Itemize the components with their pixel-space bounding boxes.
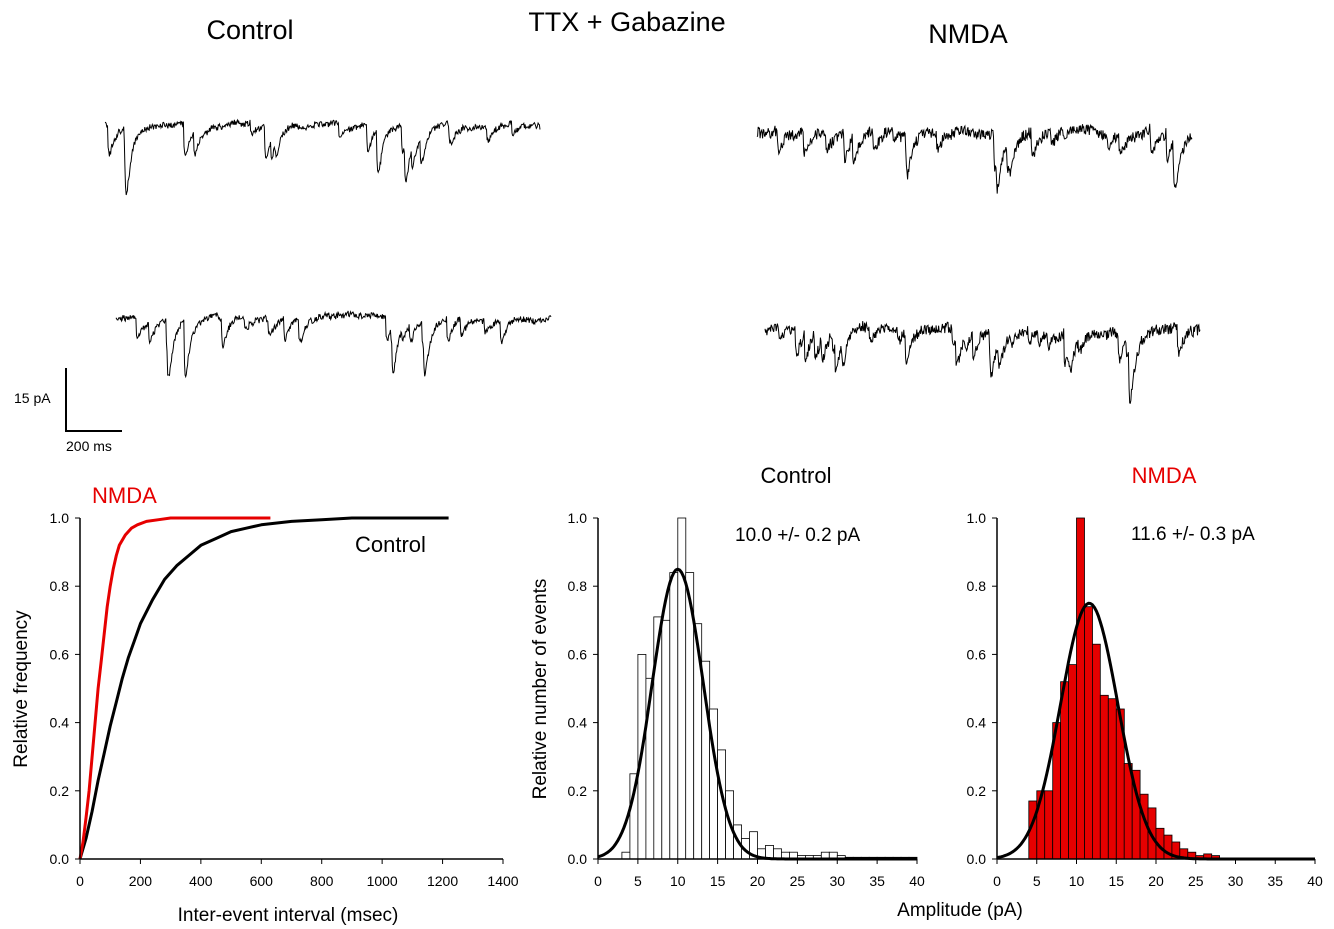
- cumulative-x-tick-label: 400: [189, 873, 213, 889]
- nmda-mean-annotation: 11.6 +/- 0.3 pA: [1131, 524, 1255, 545]
- nmda-hist-y-tick-label: 0.8: [967, 578, 987, 594]
- condition-header: TTX + Gabazine: [528, 7, 725, 37]
- control-histogram-bar: [661, 619, 671, 860]
- nmda-histogram-bar: [1123, 763, 1133, 860]
- cumulative-y-tick-label: 0.0: [50, 851, 70, 867]
- cumulative-x-axis-label: Inter-event interval (msec): [178, 905, 399, 926]
- cumulative-x-tick-label: 1200: [427, 873, 458, 889]
- nmda-hist-y-tick-label: 1.0: [967, 510, 987, 526]
- nmda-cumulative-line: [78, 516, 271, 860]
- scale-bar: 15 pA 200 ms: [14, 368, 122, 454]
- nmda-hist-x-tick-label: 35: [1267, 873, 1283, 889]
- nmda-hist-y-tick-label: 0.0: [967, 851, 987, 867]
- cumulative-y-axis-label: Relative frequency: [11, 610, 32, 768]
- amplitude-x-axis-label: Amplitude (pA): [897, 900, 1023, 921]
- control-hist-x-tick-label: 30: [829, 873, 845, 889]
- control-hist-y-tick-label: 0.4: [568, 715, 588, 731]
- scale-bar-time-label: 200 ms: [66, 438, 112, 454]
- nmda-hist-x-tick-label: 30: [1228, 873, 1244, 889]
- nmda-hist-x-tick-label: 40: [1307, 873, 1323, 889]
- histogram-y-axis-label: Relative number of events: [530, 579, 551, 800]
- nmda-histogram-bar: [1076, 517, 1085, 860]
- nmda-histogram-bar: [1084, 606, 1093, 860]
- nmda-histogram-bar: [1068, 664, 1077, 860]
- control-hist-y-tick-label: 0.2: [568, 783, 588, 799]
- control-hist-x-tick-label: 35: [869, 873, 885, 889]
- cumulative-x-tick-label: 600: [250, 873, 274, 889]
- nmda-histogram-bar: [1060, 681, 1069, 860]
- control-hist-x-tick-label: 5: [634, 873, 642, 889]
- nmda-histogram-title: NMDA: [1132, 463, 1197, 488]
- legend-nmda-label: NMDA: [92, 483, 157, 508]
- cumulative-x-tick-label: 0: [76, 873, 84, 889]
- nmda-hist-x-tick-label: 25: [1188, 873, 1204, 889]
- nmda-trace-1: [756, 123, 1193, 194]
- nmda-amplitude-histogram: 0 5 10 15 20 25 30 35 400.00.20.40.60.81.0 NMDA …: [897, 463, 1323, 921]
- control-mean-annotation: 10.0 +/- 0.2 pA: [735, 525, 860, 546]
- control-trace-2: [115, 310, 552, 379]
- control-hist-x-tick-label: 15: [710, 873, 726, 889]
- nmda-hist-x-tick-label: 15: [1108, 873, 1124, 889]
- control-histogram-axes: 0 5 10 15 20 25 30 35 40 0.0 0.2 0.4 0.6 0.8 1.0: [568, 510, 925, 889]
- control-hist-x-tick-label: 25: [790, 873, 806, 889]
- nmda-hist-y-tick-label: 0.2: [967, 783, 987, 799]
- nmda-header: NMDA: [928, 19, 1008, 49]
- cumulative-y-tick-label: 0.8: [50, 578, 70, 594]
- control-hist-x-tick-label: 0: [594, 873, 602, 889]
- control-hist-y-tick-label: 0.6: [568, 646, 588, 662]
- nmda-histogram-axes: 0 5 10 15 20 25 30 35 40 0.0 0.2 0.4 0.6 0.8 1.0: [967, 510, 1323, 889]
- control-header: Control: [206, 15, 293, 45]
- control-amplitude-histogram: 0 5 10 15 20 25 30 35 40 0.0 0.2 0.4 0.6 0.8 1.0 Contr…: [530, 463, 925, 889]
- cumulative-y-tick-label: 0.2: [50, 783, 70, 799]
- cumulative-x-tick-label: 200: [129, 873, 153, 889]
- control-hist-y-tick-label: 0.8: [568, 578, 588, 594]
- nmda-histogram-bar: [1099, 694, 1109, 860]
- nmda-trace-2: [764, 321, 1201, 404]
- cumulative-frequency-chart: 0 200 400 600 800 1000 1200 1400 0.0 0.2 0.4 0.6 0.8…: [11, 483, 519, 926]
- control-cumulative-line: [78, 516, 449, 860]
- cumulative-x-tick-label: 800: [310, 873, 334, 889]
- cumulative-axes: 0 200 400 600 800 1000 1200 1400 0.0 0.2 0.4 0.6 0.8…: [50, 510, 519, 889]
- nmda-hist-x-tick-label: 10: [1069, 873, 1085, 889]
- control-hist-y-tick-label: 0.0: [568, 851, 588, 867]
- control-histogram-bar: [621, 851, 631, 860]
- control-hist-x-tick-label: 20: [750, 873, 766, 889]
- control-trace-1: [104, 118, 541, 196]
- nmda-histogram-bar: [1092, 643, 1101, 860]
- nmda-hist-x-tick-label: 5: [1033, 873, 1041, 889]
- nmda-hist-x-tick-label: 0: [993, 873, 1001, 889]
- control-hist-x-tick-label: 10: [670, 873, 686, 889]
- legend-control-label: Control: [355, 532, 426, 557]
- control-hist-y-tick-label: 1.0: [568, 510, 588, 526]
- nmda-hist-y-tick-label: 0.6: [967, 646, 987, 662]
- control-hist-x-tick-label: 40: [909, 873, 925, 889]
- cumulative-x-tick-label: 1400: [487, 873, 518, 889]
- control-histogram-title: Control: [761, 463, 832, 488]
- control-histogram-bar: [669, 572, 679, 860]
- cumulative-x-tick-label: 1000: [367, 873, 398, 889]
- cumulative-y-tick-label: 1.0: [50, 510, 70, 526]
- nmda-histogram-bar: [1107, 698, 1117, 860]
- nmda-histogram-bar: [1044, 790, 1054, 860]
- cumulative-y-tick-label: 0.6: [50, 646, 70, 662]
- nmda-hist-y-tick-label: 0.4: [967, 715, 987, 731]
- nmda-hist-x-tick-label: 20: [1148, 873, 1164, 889]
- current-traces: [104, 118, 1201, 404]
- scale-bar-amplitude-label: 15 pA: [14, 390, 51, 406]
- cumulative-y-tick-label: 0.4: [50, 715, 70, 731]
